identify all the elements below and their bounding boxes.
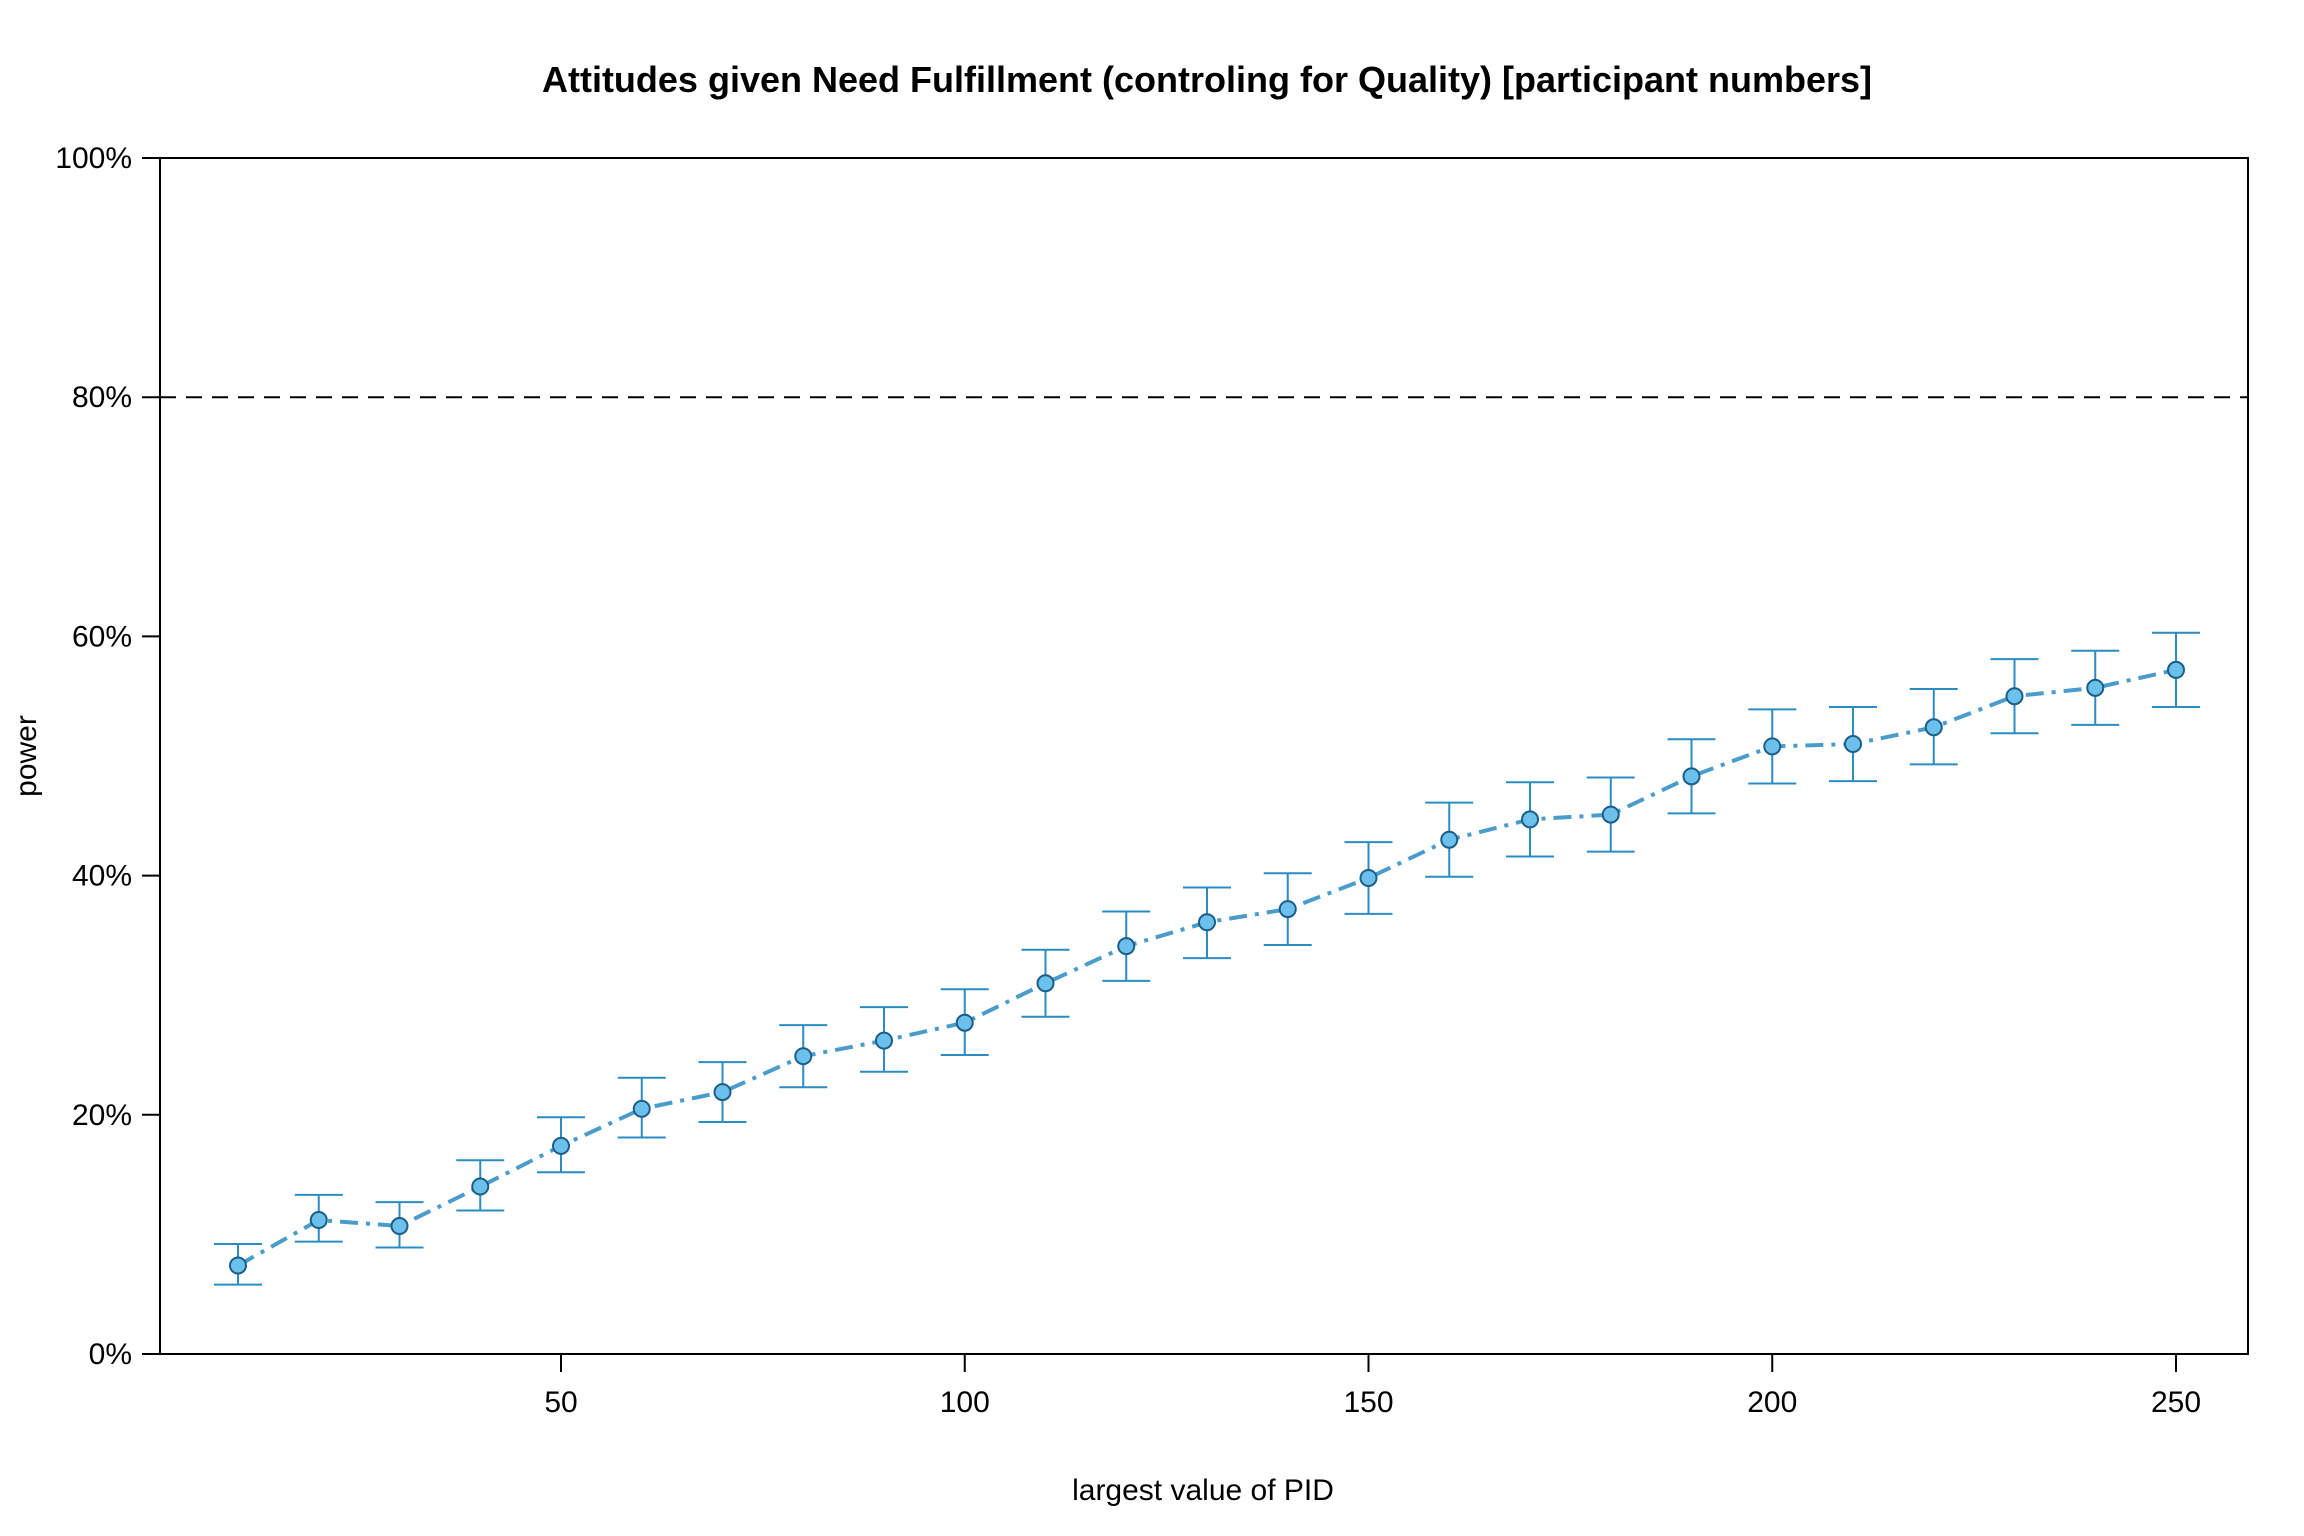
x-tick-label: 200 xyxy=(1747,1386,1797,1419)
data-point xyxy=(471,1177,490,1196)
data-point xyxy=(1278,900,1297,919)
x-axis: 50 100 150 200 250 xyxy=(544,1354,2201,1419)
y-tick-label: 40% xyxy=(72,860,132,893)
data-point xyxy=(1117,937,1136,956)
data-point xyxy=(632,1099,651,1118)
y-tick-label: 100% xyxy=(55,142,132,175)
y-tick-label: 0% xyxy=(89,1338,132,1371)
x-axis-label: largest value of PID xyxy=(1072,1474,1334,1507)
data-point xyxy=(229,1256,247,1275)
x-tick-label: 250 xyxy=(2151,1386,2201,1419)
error-bars xyxy=(214,631,2200,1286)
data-point xyxy=(1844,735,1862,754)
series-line xyxy=(237,667,2177,1268)
data-point xyxy=(1440,830,1459,849)
plot-frame xyxy=(159,157,2249,1355)
data-point xyxy=(1036,974,1055,993)
data-point xyxy=(1924,718,1943,737)
data-point xyxy=(2167,660,2185,679)
chart-title: Attitudes given Need Fulfillment (contro… xyxy=(542,59,1872,100)
data-point xyxy=(2086,678,2105,697)
data-point xyxy=(1359,868,1378,887)
x-tick-label: 100 xyxy=(940,1386,990,1419)
y-axis-label: power xyxy=(10,715,43,797)
data-point xyxy=(713,1083,732,1102)
data-point xyxy=(1601,805,1620,824)
data-points xyxy=(229,660,2185,1275)
data-point xyxy=(794,1047,813,1066)
y-tick-label: 80% xyxy=(72,381,132,414)
y-tick-label: 60% xyxy=(72,620,132,653)
data-point xyxy=(1521,810,1539,829)
data-point xyxy=(1763,737,1782,756)
x-tick-label: 150 xyxy=(1343,1386,1393,1419)
data-point xyxy=(2005,687,2024,706)
data-point xyxy=(390,1217,409,1236)
data-point xyxy=(309,1211,328,1230)
data-point xyxy=(552,1136,570,1155)
y-tick-label: 20% xyxy=(72,1099,132,1132)
data-point xyxy=(875,1031,893,1050)
data-point xyxy=(955,1013,974,1032)
data-point xyxy=(1682,767,1701,786)
y-axis: 0% 20% 40% 60% 80% 100% xyxy=(55,142,160,1371)
x-tick-label: 50 xyxy=(544,1386,577,1419)
data-point xyxy=(1198,913,1216,932)
